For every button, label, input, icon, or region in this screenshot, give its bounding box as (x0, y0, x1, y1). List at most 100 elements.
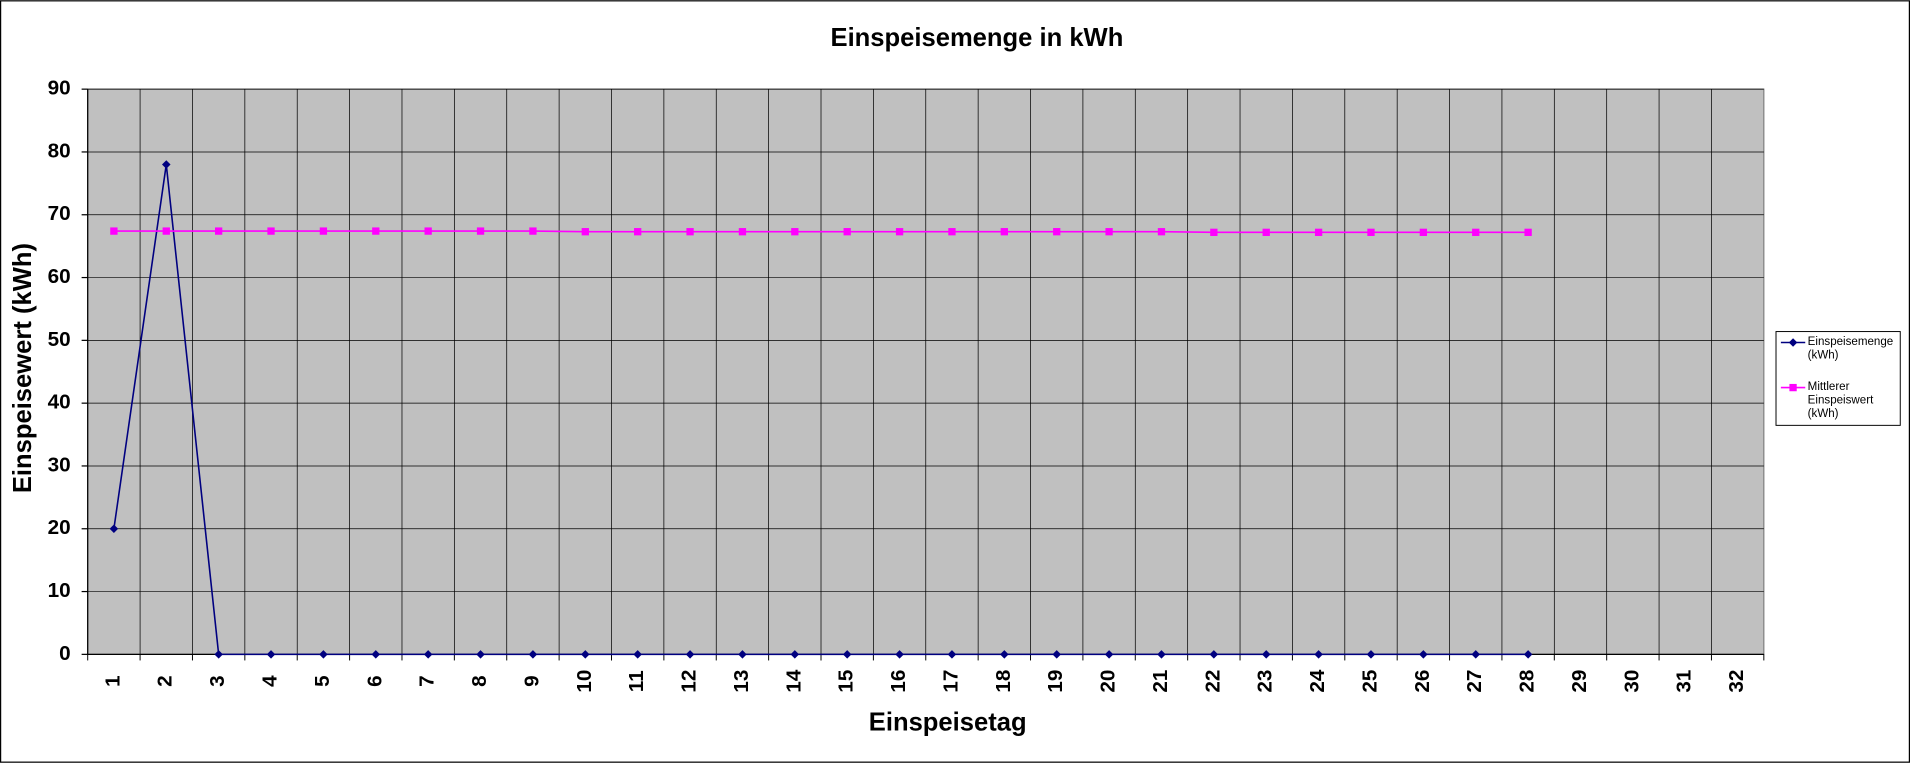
marker (843, 228, 851, 236)
y-axis-label: Einspeisewert (kWh) (9, 243, 37, 493)
marker (319, 650, 328, 659)
x-tick-label: 15 (835, 670, 858, 693)
legend-label: Mittlerer Einspeiswert (kWh) (1807, 380, 1874, 421)
series-layer (109, 160, 1533, 659)
marker (1000, 650, 1009, 659)
marker (1261, 650, 1271, 659)
series-line (113, 230, 1529, 234)
marker (1419, 228, 1428, 236)
marker (790, 650, 800, 659)
marker (1788, 338, 1798, 347)
x-tick-label: 32 (1725, 670, 1748, 693)
x-tick-label: 4 (258, 675, 281, 687)
marker (1524, 228, 1532, 236)
y-tick-label: 50 (48, 328, 71, 351)
x-tick-label: 2 (154, 675, 177, 687)
y-tick-label: 40 (48, 391, 71, 414)
y-tick-label: 20 (48, 516, 71, 539)
marker (1367, 228, 1375, 236)
marker (895, 228, 904, 236)
marker (1157, 228, 1166, 236)
grid (81, 88, 1765, 661)
marker (895, 650, 904, 659)
legend-entries: Einspeisemenge (kWh) Mittlerer Einspeiswe… (1780, 335, 1894, 421)
y-tick-label: 90 (48, 77, 71, 100)
x-tick-label: 29 (1568, 670, 1591, 693)
marker (424, 227, 432, 235)
marker (110, 227, 118, 235)
marker (842, 650, 852, 659)
marker (1210, 228, 1218, 236)
marker (738, 228, 747, 236)
marker (948, 228, 956, 236)
legend (1775, 331, 1901, 426)
marker (1523, 650, 1533, 659)
marker (1000, 228, 1008, 236)
legend-label-box: Einspeisemenge (kWh) (1807, 335, 1894, 363)
x-tick-label: 23 (1254, 670, 1277, 693)
marker (1105, 228, 1113, 236)
x-tick-label: 24 (1306, 669, 1329, 693)
marker (109, 524, 119, 534)
y-tick-label: 0 (59, 642, 71, 665)
marker (1314, 228, 1323, 236)
marker (529, 227, 537, 235)
x-axis-label: Einspeisetag (869, 709, 1027, 737)
x-tick-label: 30 (1620, 670, 1643, 693)
marker (1209, 650, 1219, 659)
chart-title: Einspeisemenge in kWh (831, 24, 1124, 52)
marker (581, 228, 589, 236)
marker (1053, 228, 1061, 236)
legend-label-box: Mittlerer Einspeiswert (kWh) (1807, 380, 1874, 421)
x-tick-label: 7 (416, 675, 439, 687)
x-tick-label: 9 (520, 675, 543, 687)
marker (1471, 650, 1481, 659)
x-tick-label: 12 (678, 670, 701, 693)
marker (633, 650, 642, 659)
y-tick-label: 30 (48, 453, 71, 476)
x-tick-label: 25 (1358, 670, 1381, 693)
marker (1157, 650, 1166, 659)
marker (423, 650, 433, 659)
x-tick-label: 1 (101, 675, 124, 687)
x-tick-label: 8 (468, 675, 491, 687)
series-line (113, 164, 1529, 656)
marker (372, 227, 380, 235)
y-tick-label: 60 (48, 265, 71, 288)
marker (686, 228, 694, 236)
x-tick-label: 31 (1673, 670, 1696, 693)
x-tick-label: 18 (992, 670, 1015, 693)
marker (581, 650, 590, 659)
marker (319, 227, 328, 235)
marker (685, 650, 695, 659)
marker (1262, 228, 1270, 236)
marker (947, 650, 957, 659)
marker (528, 650, 538, 659)
marker (162, 227, 170, 235)
marker (1366, 650, 1376, 659)
marker (214, 650, 223, 659)
x-tick-label: 21 (1149, 670, 1172, 693)
x-tick-label: 26 (1411, 670, 1434, 693)
legend-label: Einspeisemenge (kWh) (1807, 335, 1894, 363)
x-tick-label: 22 (1201, 670, 1224, 693)
marker (738, 650, 747, 659)
marker (1314, 650, 1323, 659)
x-tick-label: 5 (311, 675, 334, 687)
y-tick-label: 80 (48, 139, 71, 162)
marker (1052, 650, 1061, 659)
x-tick-label: 27 (1463, 670, 1486, 693)
x-tick-label: 11 (625, 670, 648, 692)
y-tick-label: 10 (48, 579, 71, 602)
marker (634, 228, 642, 236)
x-tick-label: 19 (1044, 670, 1067, 693)
marker (1789, 383, 1797, 392)
marker (214, 227, 223, 235)
y-tick-label: 70 (48, 202, 71, 225)
x-tick-label: 16 (887, 670, 910, 693)
x-tick-label: 3 (206, 675, 229, 687)
x-tick-label: 28 (1516, 670, 1539, 693)
marker (1104, 650, 1114, 659)
x-tick-label: 14 (782, 669, 805, 693)
